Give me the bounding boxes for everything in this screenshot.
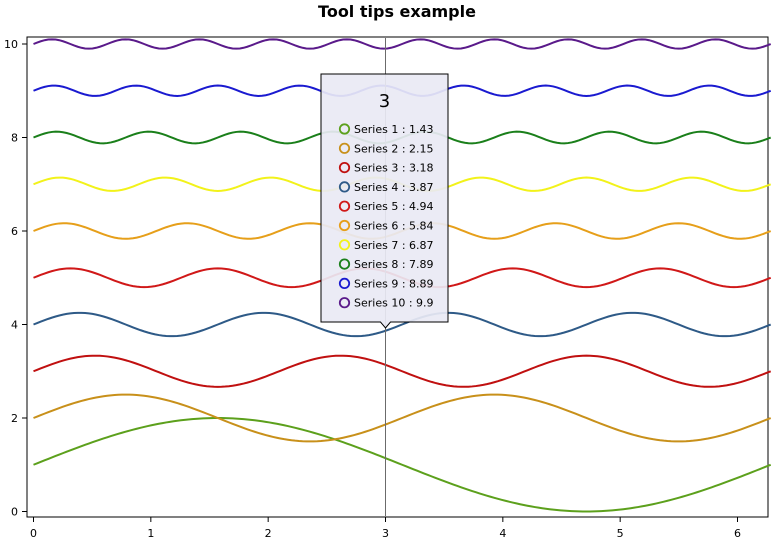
tooltip-marker-icon bbox=[338, 239, 351, 251]
chart-title: Tool tips example bbox=[318, 2, 476, 21]
tooltip-row: Series 10 : 9.9 bbox=[354, 297, 434, 310]
series-line-4[interactable] bbox=[33, 311, 772, 338]
tooltip-row: Series 7 : 6.87 bbox=[354, 239, 434, 252]
y-tick-label: 6 bbox=[11, 225, 18, 238]
tooltip-marker-icon bbox=[338, 181, 351, 193]
tooltip: 3 Series 1 : 1.43 Series 2 : 2.15 Series 3 … bbox=[320, 38, 449, 516]
tooltip-row: Series 8 : 7.89 bbox=[354, 258, 434, 271]
tooltip-marker-icon bbox=[338, 258, 351, 270]
x-tick-label: 3 bbox=[382, 527, 389, 540]
tooltip-row: Series 5 : 4.94 bbox=[354, 200, 434, 213]
tooltip-marker-icon bbox=[338, 277, 351, 289]
tooltip-marker-icon bbox=[338, 219, 351, 232]
tooltip-title: 3 bbox=[379, 91, 390, 112]
x-tick-label: 1 bbox=[147, 527, 154, 540]
x-tick-label: 5 bbox=[617, 527, 624, 540]
tooltip-marker-icon bbox=[338, 162, 351, 174]
y-tick-label: 8 bbox=[11, 132, 18, 145]
tooltip-row: Series 6 : 5.84 bbox=[354, 220, 434, 233]
tooltip-row: Series 2 : 2.15 bbox=[354, 142, 434, 155]
x-tick-label: 2 bbox=[265, 527, 272, 540]
y-tick-label: 4 bbox=[11, 319, 18, 332]
x-tick-label: 4 bbox=[499, 527, 506, 540]
series-line-10[interactable] bbox=[33, 38, 772, 50]
y-tick-label: 10 bbox=[4, 38, 18, 51]
y-tick-label: 2 bbox=[11, 412, 18, 425]
tooltip-box bbox=[320, 73, 449, 329]
series-line-2[interactable] bbox=[33, 393, 772, 443]
tooltip-marker-icon bbox=[338, 123, 351, 135]
y-tick-label: 0 bbox=[11, 506, 18, 519]
tooltip-row: Series 1 : 1.43 bbox=[354, 123, 434, 136]
series-line-3[interactable] bbox=[33, 354, 772, 388]
tooltip-marker-icon bbox=[338, 297, 351, 309]
tooltip-row: Series 3 : 3.18 bbox=[354, 162, 434, 175]
x-tick-label: 6 bbox=[734, 527, 741, 540]
tooltip-marker-icon bbox=[338, 142, 351, 154]
x-tick-label: 0 bbox=[30, 527, 37, 540]
tooltip-marker-icon bbox=[338, 200, 351, 212]
series-line-1[interactable] bbox=[33, 416, 772, 513]
tooltip-row: Series 4 : 3.87 bbox=[354, 181, 434, 194]
axes: 0 1 2 3 4 5 6 0 2 4 6 8 10 bbox=[4, 38, 741, 540]
tooltip-row: Series 9 : 8.89 bbox=[354, 277, 434, 290]
